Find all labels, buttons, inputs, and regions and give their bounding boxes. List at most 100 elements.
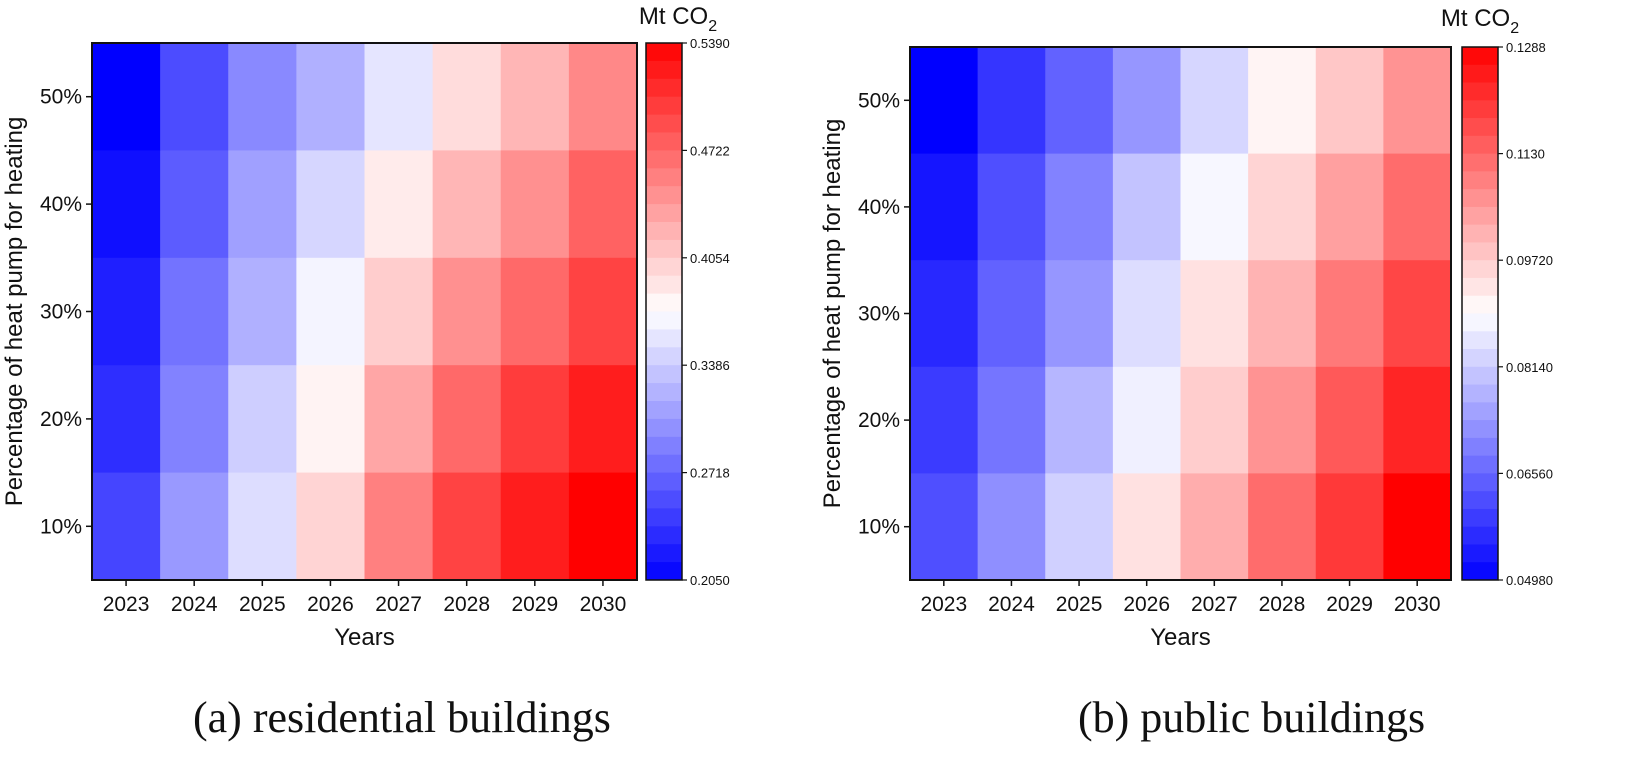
colorbar-band — [646, 508, 682, 527]
heatmap-cell — [228, 365, 297, 474]
colorbar-tick-label: 0.09720 — [1506, 253, 1553, 268]
heatmap-cell — [1045, 47, 1114, 155]
colorbar-band — [646, 347, 682, 366]
y-tick-label: 50% — [858, 89, 900, 112]
heatmap-panel-public: 2023 2024 2025 2026 2027 2028 2029 2030 50% 40% 30… — [819, 5, 1553, 651]
heatmap-cell — [568, 150, 638, 259]
x-tick-label: 2024 — [988, 593, 1035, 616]
heatmap-cell — [1180, 366, 1249, 474]
colorbar-band — [646, 43, 682, 62]
heatmap-cell — [364, 257, 434, 366]
colorbar-band — [1462, 224, 1498, 243]
heatmap-cell — [296, 365, 366, 474]
y-tick-label: 30% — [40, 301, 82, 324]
heatmap-cell — [1045, 473, 1114, 581]
heatmap-cell — [568, 365, 638, 474]
heatmap-cell — [1180, 153, 1249, 261]
heatmap-cell — [568, 43, 638, 151]
colorbar-tick-label: 0.1288 — [1506, 40, 1546, 55]
colorbar-band — [1462, 189, 1498, 208]
colorbar-band — [646, 544, 682, 563]
colorbar-band — [1462, 82, 1498, 101]
colorbar-band — [646, 150, 682, 169]
colorbar-band — [646, 78, 682, 98]
x-tick-label: 2029 — [1326, 593, 1373, 616]
colorbar-tick-label: 0.2050 — [690, 573, 730, 588]
colorbar-band — [646, 329, 682, 348]
colorbar-band — [646, 222, 682, 241]
y-axis-title: Percentage of heat pump for heating — [819, 119, 846, 509]
colorbar-band — [646, 311, 682, 330]
colorbar-band — [1462, 260, 1498, 279]
x-axis-title: Years — [1150, 624, 1211, 651]
colorbar-tick-label: 0.08140 — [1506, 360, 1553, 375]
heatmap-cell — [977, 153, 1046, 261]
heatmap-cell — [364, 43, 434, 151]
heatmap-cell — [432, 365, 502, 474]
heatmap-cell — [1248, 473, 1317, 581]
colorbar-unit-label: Mt CO2 — [639, 3, 717, 35]
y-tick-label: 30% — [858, 303, 900, 326]
heatmap-cell — [1112, 366, 1182, 474]
colorbar-band — [1462, 47, 1498, 66]
heatmap-cell — [432, 43, 502, 151]
heatmap-cell — [228, 43, 297, 151]
colorbar-band — [1462, 455, 1498, 474]
colorbar-band — [1462, 437, 1498, 457]
colorbar-band — [646, 436, 682, 456]
colorbar-band — [1462, 473, 1498, 492]
x-tick-label: 2025 — [239, 593, 286, 616]
colorbar-band — [1462, 420, 1498, 439]
heatmap-cell — [364, 365, 434, 474]
x-tick-label: 2023 — [103, 593, 150, 616]
y-tick-label: 40% — [40, 193, 82, 216]
x-tick-label: 2027 — [1191, 593, 1238, 616]
heatmap-cell — [432, 257, 502, 366]
x-tick-label: 2026 — [307, 593, 354, 616]
colorbar-band — [646, 383, 682, 402]
x-tick-label: 2024 — [171, 593, 218, 616]
heatmap-cell — [228, 150, 297, 259]
x-tick-label: 2025 — [1056, 593, 1103, 616]
colorbar-band — [1462, 331, 1498, 350]
colorbar-band — [646, 114, 682, 133]
x-tick-label: 2027 — [375, 593, 422, 616]
heatmap-cell — [500, 257, 570, 366]
colorbar-band — [646, 186, 682, 205]
heatmap-cell — [910, 153, 979, 261]
heatmap-cell — [1180, 473, 1249, 581]
heatmap-cell — [500, 43, 570, 151]
heatmap-cell — [1045, 366, 1114, 474]
colorbar-band — [1462, 384, 1498, 403]
colorbar-band — [646, 60, 682, 80]
colorbar-band — [646, 472, 682, 491]
colorbar-tick-label: 0.04980 — [1506, 573, 1553, 588]
heatmap-cell — [568, 257, 638, 366]
heatmap-cell — [977, 260, 1046, 368]
heatmap-cell — [1315, 260, 1384, 368]
caption-public: (b) public buildings — [1078, 693, 1426, 742]
heatmap-cell — [1315, 47, 1384, 155]
colorbar-band — [646, 490, 682, 509]
heatmap-cell — [1180, 47, 1249, 155]
heatmap-cell — [160, 257, 229, 366]
colorbar-band — [1462, 544, 1498, 563]
heatmap-cell — [1383, 153, 1452, 261]
heatmap-cell — [500, 365, 570, 474]
x-tick-label: 2023 — [920, 593, 967, 616]
colorbar-band — [1462, 277, 1498, 297]
heatmap-cell — [1383, 47, 1452, 155]
colorbar-tick-label: 0.4722 — [690, 143, 730, 158]
colorbar-band — [1462, 526, 1498, 545]
y-tick-label: 40% — [858, 196, 900, 219]
heatmap-cell — [364, 150, 434, 259]
colorbar-band — [1462, 366, 1498, 386]
x-tick-label: 2026 — [1123, 593, 1170, 616]
heatmap-cell — [1248, 260, 1317, 368]
colorbar-frame — [645, 42, 683, 581]
x-tick-label: 2030 — [1394, 593, 1441, 616]
heatmap-cell — [1383, 473, 1452, 581]
y-tick-label: 10% — [858, 516, 900, 539]
heatmap-cell — [568, 472, 638, 581]
